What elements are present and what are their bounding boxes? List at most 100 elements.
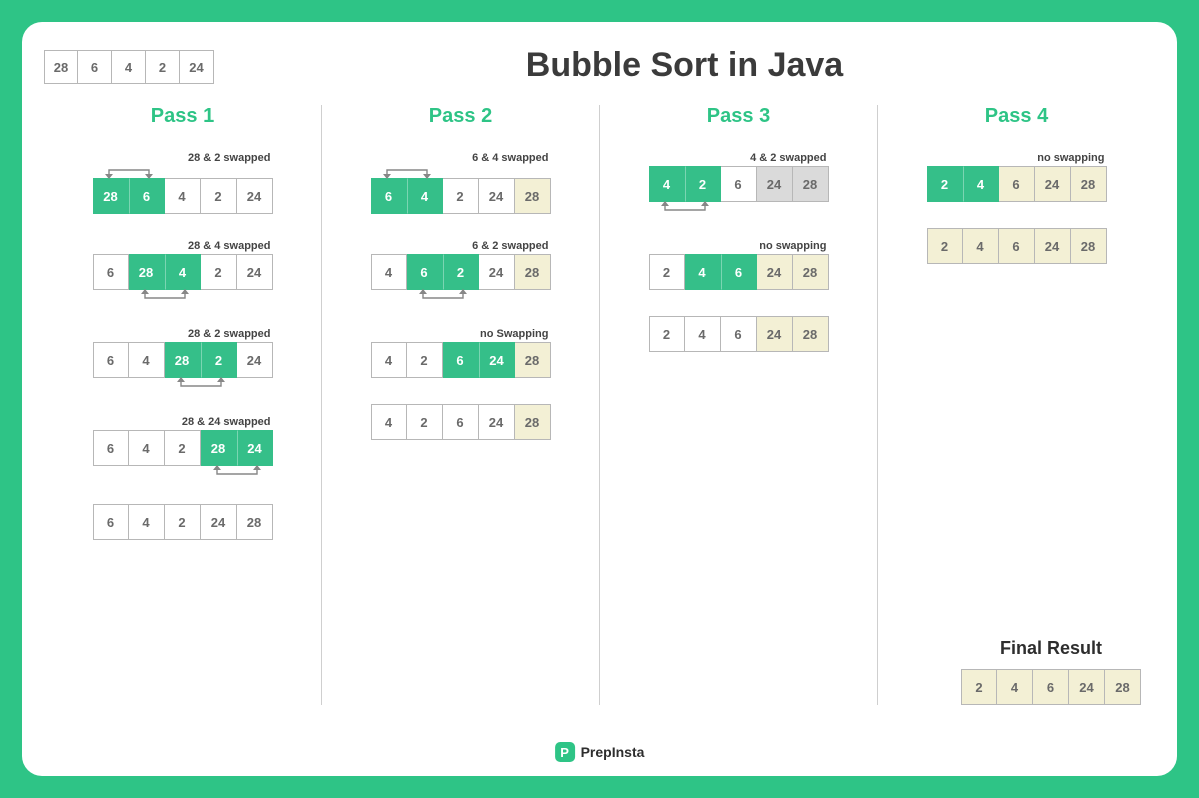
sort-step: 28 & 24 swapped 6422824 [93, 416, 273, 478]
sort-step: 6422428 [93, 504, 273, 540]
array-cell: 24 [237, 254, 273, 290]
step-caption: 4 & 2 swapped [750, 152, 828, 164]
array-cell: 6 [721, 254, 757, 290]
array-cell: 2 [649, 254, 685, 290]
array-row: 4262428 [371, 404, 551, 440]
sort-step: no swapping 2462428 [649, 240, 829, 290]
sort-step: 4 & 2 swapped 4262428 [649, 152, 829, 214]
array-cell: 6 [371, 178, 407, 214]
array-cell: 24 [757, 166, 793, 202]
swap-arrow-icon [165, 376, 237, 390]
array-row: 6422428 [371, 178, 551, 214]
initial-cell: 6 [78, 50, 112, 84]
array-cell: 4 [963, 228, 999, 264]
card: 28 6 4 2 24 Bubble Sort in Java Pass 1 28… [22, 22, 1177, 776]
sort-step: 2462428 [927, 228, 1107, 264]
step-caption: 28 & 2 swapped [188, 328, 273, 340]
array-cell: 24 [1069, 669, 1105, 705]
array-cell: 6 [443, 404, 479, 440]
array-cell: 4 [129, 342, 165, 378]
swap-arrow-icon [649, 200, 721, 214]
sort-step: no swapping 2462428 [927, 152, 1107, 202]
array-cell: 24 [479, 342, 515, 378]
pass-column: Pass 128 & 2 swapped 286422428 & 4 swapp… [44, 105, 321, 705]
array-row: 4622428 [371, 254, 551, 290]
array-cell: 24 [201, 504, 237, 540]
array-cell: 6 [721, 316, 757, 352]
sort-step: 28 & 4 swapped 6284224 [93, 240, 273, 302]
array-row: 6422428 [93, 504, 273, 540]
array-cell: 24 [479, 254, 515, 290]
pass-column: Pass 4no swapping24624282462428Final Res… [877, 105, 1155, 705]
array-cell: 2 [407, 404, 443, 440]
array-row: 6284224 [93, 254, 273, 290]
sort-step: 28 & 2 swapped6428224 [93, 328, 273, 390]
array-cell: 6 [129, 178, 165, 214]
step-caption: no Swapping [480, 328, 550, 340]
top-row: 28 6 4 2 24 Bubble Sort in Java [44, 50, 1155, 85]
array-cell: 28 [793, 254, 829, 290]
array-row: 2462428 [927, 228, 1107, 264]
step-caption: 28 & 2 swapped [188, 152, 273, 164]
array-cell: 28 [165, 342, 201, 378]
sort-step: 6 & 2 swapped4622428 [371, 240, 551, 302]
array-cell: 6 [93, 504, 129, 540]
array-row: 6422824 [93, 430, 273, 466]
array-cell: 6 [93, 342, 129, 378]
pass-column: Pass 26 & 4 swapped 64224286 & 2 swapped… [321, 105, 599, 705]
array-row: 4262428 [371, 342, 551, 378]
array-cell: 4 [165, 254, 201, 290]
array-cell: 2 [649, 316, 685, 352]
array-cell: 28 [1105, 669, 1141, 705]
array-cell: 28 [515, 404, 551, 440]
array-cell: 2 [443, 178, 479, 214]
array-cell: 6 [1033, 669, 1069, 705]
array-cell: 28 [93, 178, 129, 214]
array-cell: 4 [371, 342, 407, 378]
array-cell: 28 [1071, 228, 1107, 264]
array-cell: 6 [407, 254, 443, 290]
array-cell: 28 [1071, 166, 1107, 202]
step-caption: 28 & 24 swapped [182, 416, 273, 428]
sort-step: no Swapping4262428 [371, 328, 551, 378]
array-cell: 4 [649, 166, 685, 202]
array-cell: 4 [165, 178, 201, 214]
array-cell: 2 [201, 254, 237, 290]
array-cell: 6 [999, 228, 1035, 264]
initial-cell: 24 [180, 50, 214, 84]
initial-cell: 28 [44, 50, 78, 84]
final-result-title: Final Result [961, 638, 1141, 659]
array-cell: 2 [961, 669, 997, 705]
swap-arrow-icon [93, 166, 165, 180]
array-cell: 4 [129, 504, 165, 540]
array-cell: 6 [93, 430, 129, 466]
array-row: 2462428 [649, 254, 829, 290]
array-cell: 28 [793, 316, 829, 352]
array-cell: 24 [479, 178, 515, 214]
array-cell: 28 [129, 254, 165, 290]
array-cell: 6 [93, 254, 129, 290]
array-cell: 4 [997, 669, 1033, 705]
array-cell: 6 [999, 166, 1035, 202]
array-cell: 28 [515, 178, 551, 214]
sort-step: 2462428 [649, 316, 829, 352]
swap-arrow-icon [371, 166, 443, 180]
array-row: 2462428 [927, 166, 1107, 202]
step-caption: no swapping [1037, 152, 1106, 164]
pass-columns: Pass 128 & 2 swapped 286422428 & 4 swapp… [44, 105, 1155, 705]
step-caption: no swapping [759, 240, 828, 252]
step-caption: 28 & 4 swapped [188, 240, 273, 252]
array-row: 2462428 [649, 316, 829, 352]
brand-logo-icon: P [555, 742, 575, 762]
swap-arrow-icon [129, 288, 201, 302]
array-row: 4262428 [649, 166, 829, 202]
pass-title: Pass 1 [151, 105, 214, 128]
array-cell: 2 [927, 228, 963, 264]
array-cell: 24 [1035, 228, 1071, 264]
pass-title: Pass 4 [985, 105, 1048, 128]
array-cell: 28 [515, 342, 551, 378]
array-cell: 24 [757, 316, 793, 352]
array-cell: 4 [407, 178, 443, 214]
array-row: 2864224 [93, 178, 273, 214]
initial-array: 28 6 4 2 24 [44, 50, 214, 84]
